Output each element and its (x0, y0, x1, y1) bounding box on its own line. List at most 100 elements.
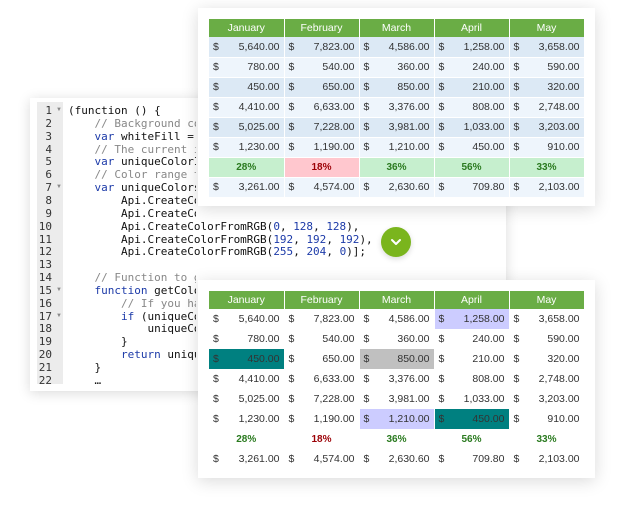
total-cell[interactable]: $709.80 (434, 177, 510, 198)
table-cell[interactable]: $1,230.00 (209, 409, 285, 429)
table-cell[interactable]: $780.00 (209, 57, 285, 78)
currency-symbol: $ (288, 353, 295, 365)
table-cell[interactable]: $4,410.00 (209, 97, 285, 118)
table-cell[interactable]: $5,025.00 (209, 389, 285, 409)
table-cell[interactable]: $210.00 (434, 77, 510, 98)
table-cell[interactable]: $5,640.00 (209, 309, 285, 329)
total-cell[interactable]: $709.80 (434, 449, 510, 469)
table-cell[interactable]: $910.00 (509, 409, 585, 429)
table-cell[interactable]: $3,981.00 (359, 389, 435, 409)
table-cell[interactable]: $2,748.00 (509, 369, 585, 389)
table-cell[interactable]: $3,376.00 (359, 97, 435, 118)
percent-cell[interactable]: 56% (434, 429, 510, 449)
cell-value: 1,033.00 (463, 121, 505, 133)
toggle-button[interactable] (381, 227, 411, 257)
table-cell[interactable]: $4,410.00 (209, 369, 285, 389)
fold-arrow-icon[interactable]: ▼ (56, 312, 62, 319)
table-cell[interactable]: $1,258.00 (434, 37, 510, 58)
table-cell[interactable]: $850.00 (359, 349, 435, 369)
table-cell[interactable]: $3,376.00 (359, 369, 435, 389)
table-cell[interactable]: $1,190.00 (284, 137, 360, 158)
table-cell[interactable]: $5,025.00 (209, 117, 285, 138)
table-cell[interactable]: $450.00 (209, 77, 285, 98)
table-cell[interactable]: $1,210.00 (359, 137, 435, 158)
table-cell[interactable]: $780.00 (209, 329, 285, 349)
chevron-down-icon (391, 239, 401, 245)
table-cell[interactable]: $1,210.00 (359, 409, 435, 429)
table-cell[interactable]: $1,258.00 (434, 309, 510, 329)
table-cell[interactable]: $320.00 (509, 349, 585, 369)
table-cell[interactable]: $240.00 (434, 57, 510, 78)
table-cell[interactable]: $7,823.00 (284, 37, 360, 58)
table-cell[interactable]: $7,823.00 (284, 309, 360, 329)
table-cell[interactable]: $450.00 (434, 137, 510, 158)
total-cell[interactable]: $2,103.00 (509, 449, 585, 469)
table-cell[interactable]: $1,033.00 (434, 117, 510, 138)
table-cell[interactable]: $3,658.00 (509, 37, 585, 58)
table-cell[interactable]: $450.00 (209, 349, 285, 369)
percent-cell[interactable]: 18% (284, 429, 360, 449)
currency-symbol: $ (438, 373, 445, 385)
percent-cell[interactable]: 36% (359, 429, 435, 449)
cell-value: 910.00 (547, 413, 580, 425)
total-cell[interactable]: $3,261.00 (209, 177, 285, 198)
table-cell[interactable]: $650.00 (284, 77, 360, 98)
percent-cell[interactable]: 28% (209, 157, 285, 178)
percent-cell[interactable]: 28% (209, 429, 285, 449)
fold-arrow-icon[interactable]: ▼ (56, 107, 62, 113)
code-token: // Background color (94, 116, 196, 130)
cell-value: 240.00 (472, 61, 505, 73)
total-cell[interactable]: $2,630.60 (359, 449, 435, 469)
table-cell[interactable]: $808.00 (434, 97, 510, 118)
table-cell[interactable]: $910.00 (509, 137, 585, 158)
table-cell[interactable]: $3,658.00 (509, 309, 585, 329)
cell-value: 5,025.00 (238, 393, 280, 405)
table-cell[interactable]: $4,586.00 (359, 37, 435, 58)
total-cell[interactable]: $3,261.00 (209, 449, 285, 469)
table-cell[interactable]: $360.00 (359, 57, 435, 78)
table-cell[interactable]: $450.00 (434, 409, 510, 429)
table-cell[interactable]: $3,981.00 (359, 117, 435, 138)
cell-value: 7,823.00 (313, 313, 355, 325)
cell-value: 450.00 (472, 141, 505, 153)
table-cell[interactable]: $7,228.00 (284, 117, 360, 138)
cell-value: 709.80 (472, 453, 505, 465)
table-cell[interactable]: $540.00 (284, 57, 360, 78)
code-line: Api.CreateColorFromRGB(0, 128, 128), (68, 220, 359, 233)
table-cell[interactable]: $650.00 (284, 349, 360, 369)
total-cell[interactable]: $2,103.00 (509, 177, 585, 198)
table-cell[interactable]: $5,640.00 (209, 37, 285, 58)
table-cell[interactable]: $590.00 (509, 57, 585, 78)
fold-arrow-icon[interactable]: ▼ (56, 286, 62, 293)
table-cell[interactable]: $1,033.00 (434, 389, 510, 409)
table-cell[interactable]: $7,228.00 (284, 389, 360, 409)
table-cell[interactable]: $590.00 (509, 329, 585, 349)
table-cell[interactable]: $2,748.00 (509, 97, 585, 118)
percent-cell[interactable]: 36% (359, 157, 435, 178)
table-cell[interactable]: $3,203.00 (509, 389, 585, 409)
table-cell[interactable]: $320.00 (509, 77, 585, 98)
table-cell[interactable]: $6,633.00 (284, 369, 360, 389)
percent-cell[interactable]: 33% (509, 157, 585, 178)
table-cell[interactable]: $3,203.00 (509, 117, 585, 138)
table-cell[interactable]: $4,586.00 (359, 309, 435, 329)
percent-cell[interactable]: 33% (509, 429, 585, 449)
table-cell[interactable]: $240.00 (434, 329, 510, 349)
fold-arrow-icon[interactable]: ▼ (56, 184, 62, 191)
total-cell[interactable]: $4,574.00 (284, 177, 360, 198)
table-cell[interactable]: $6,633.00 (284, 97, 360, 118)
line-number: 5 (45, 155, 52, 169)
currency-symbol: $ (513, 353, 520, 365)
table-row: $4,410.00 $6,633.00 $3,376.00 $808.00 $2,748… (209, 369, 585, 389)
table-cell[interactable]: $1,230.00 (209, 137, 285, 158)
percent-cell[interactable]: 56% (434, 157, 510, 178)
table-cell[interactable]: $850.00 (359, 77, 435, 98)
total-cell[interactable]: $4,574.00 (284, 449, 360, 469)
table-cell[interactable]: $210.00 (434, 349, 510, 369)
table-cell[interactable]: $540.00 (284, 329, 360, 349)
percent-cell[interactable]: 18% (284, 157, 360, 178)
total-cell[interactable]: $2,630.60 (359, 177, 435, 198)
table-cell[interactable]: $808.00 (434, 369, 510, 389)
table-cell[interactable]: $1,190.00 (284, 409, 360, 429)
table-cell[interactable]: $360.00 (359, 329, 435, 349)
